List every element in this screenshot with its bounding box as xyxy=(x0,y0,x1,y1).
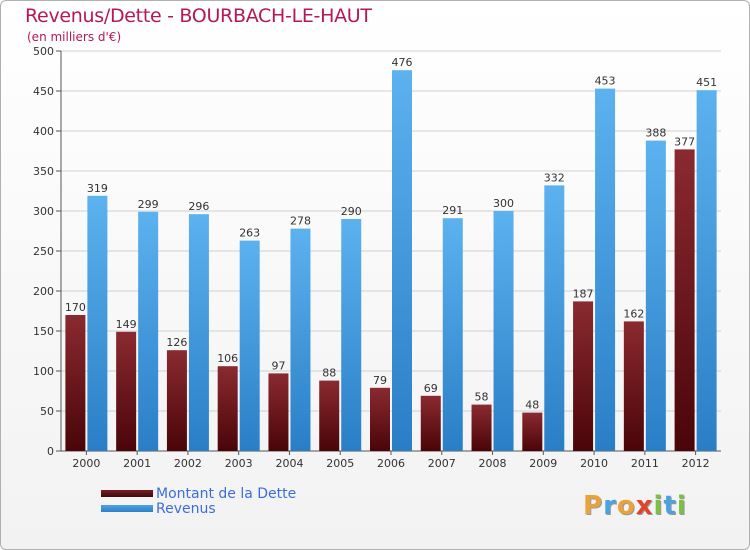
bar-revenus xyxy=(493,211,514,451)
data-label-dette: 88 xyxy=(322,367,336,380)
logo-letter: i xyxy=(653,491,664,521)
data-label-dette: 162 xyxy=(623,307,644,320)
y-tick-label: 500 xyxy=(33,45,54,58)
y-tick-label: 150 xyxy=(33,325,54,338)
bar-revenus xyxy=(595,88,616,451)
bar-dette xyxy=(319,380,340,451)
x-tick-label: 2006 xyxy=(377,457,405,470)
x-tick-label: 2008 xyxy=(479,457,507,470)
bar-dette xyxy=(420,395,441,451)
bar-dette xyxy=(471,404,492,451)
data-label-dette: 69 xyxy=(424,382,438,395)
data-label-revenus: 453 xyxy=(595,75,616,88)
bar-revenus xyxy=(188,214,209,451)
bar-revenus xyxy=(392,70,412,451)
x-tick-label: 2003 xyxy=(225,457,253,470)
bar-dette xyxy=(522,412,543,451)
data-label-revenus: 278 xyxy=(290,215,311,228)
logo-letter: t xyxy=(663,491,677,521)
legend-swatch-dette xyxy=(101,490,153,497)
data-label-dette: 106 xyxy=(217,352,238,365)
bar-dette xyxy=(217,366,238,451)
data-label-dette: 187 xyxy=(573,287,594,300)
y-tick-label: 0 xyxy=(47,445,54,458)
bar-dette xyxy=(674,149,695,451)
bar-dette xyxy=(65,315,86,451)
data-label-revenus: 476 xyxy=(392,56,413,69)
bar-revenus xyxy=(645,140,666,451)
bar-dette xyxy=(268,373,289,451)
data-label-dette: 170 xyxy=(65,301,86,314)
data-label-dette: 126 xyxy=(166,336,187,349)
y-tick-label: 350 xyxy=(33,165,54,178)
logo-letter: P xyxy=(583,491,604,521)
bar-dette xyxy=(370,387,390,451)
data-label-dette: 79 xyxy=(373,374,387,387)
bar-revenus xyxy=(544,185,565,451)
x-tick-label: 2005 xyxy=(326,457,354,470)
data-label-dette: 377 xyxy=(674,135,695,148)
data-label-revenus: 319 xyxy=(87,182,108,195)
data-label-revenus: 300 xyxy=(493,197,514,210)
data-label-revenus: 388 xyxy=(645,127,666,140)
bar-dette xyxy=(623,321,644,451)
bar-revenus xyxy=(341,219,362,451)
data-label-dette: 97 xyxy=(271,359,285,372)
x-tick-label: 2011 xyxy=(631,457,659,470)
legend-label-dette: Montant de la Dette xyxy=(156,486,297,502)
data-label-revenus: 332 xyxy=(544,171,565,184)
data-label-revenus: 451 xyxy=(696,76,717,89)
logo-letter: o xyxy=(616,491,636,521)
y-tick-label: 250 xyxy=(33,245,54,258)
data-label-revenus: 290 xyxy=(341,205,362,218)
legend-label-revenus: Revenus xyxy=(156,501,216,517)
data-label-dette: 58 xyxy=(475,391,489,404)
x-tick-label: 2004 xyxy=(275,457,303,470)
chart-title: Revenus/Dette - BOURBACH-LE-HAUT xyxy=(25,5,372,27)
data-label-dette: 48 xyxy=(525,399,539,412)
data-label-dette: 149 xyxy=(116,318,137,331)
logo-letter: r xyxy=(603,491,617,521)
data-label-revenus: 291 xyxy=(442,204,463,217)
y-tick-label: 100 xyxy=(33,365,54,378)
y-tick-label: 400 xyxy=(33,125,54,138)
x-tick-label: 2001 xyxy=(123,457,151,470)
legend-swatch-revenus xyxy=(101,505,153,512)
bar-revenus xyxy=(442,218,463,451)
x-tick-label: 2012 xyxy=(682,457,710,470)
x-tick-label: 2002 xyxy=(174,457,202,470)
bar-revenus xyxy=(290,228,311,451)
bar-dette xyxy=(573,301,594,451)
bar-revenus xyxy=(696,90,717,451)
bar-revenus xyxy=(87,195,108,451)
logo-letter: x xyxy=(635,491,654,521)
bar-revenus xyxy=(138,211,159,451)
logo-letter: i xyxy=(676,491,687,521)
chart-subtitle: (en milliers d'€) xyxy=(27,30,122,44)
data-label-revenus: 263 xyxy=(239,227,260,240)
y-tick-label: 200 xyxy=(33,285,54,298)
x-tick-label: 2010 xyxy=(580,457,608,470)
y-tick-label: 50 xyxy=(40,405,54,418)
x-tick-label: 2007 xyxy=(428,457,456,470)
y-tick-label: 300 xyxy=(33,205,54,218)
data-label-revenus: 296 xyxy=(188,200,209,213)
proxiti-logo: Proxiti xyxy=(583,491,687,521)
bar-dette xyxy=(116,331,137,451)
data-label-revenus: 299 xyxy=(138,198,159,211)
bar-dette xyxy=(166,350,187,451)
bar-revenus xyxy=(239,240,260,451)
x-tick-label: 2000 xyxy=(72,457,100,470)
y-tick-label: 450 xyxy=(33,85,54,98)
x-tick-label: 2009 xyxy=(529,457,557,470)
